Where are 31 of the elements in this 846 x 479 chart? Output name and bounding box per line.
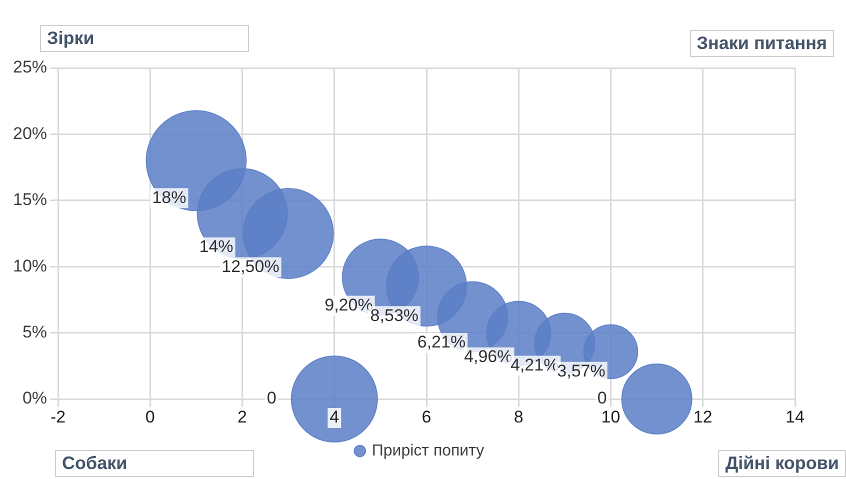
data-label: 4,21% <box>510 355 559 374</box>
y-tick-label: 10% <box>12 256 48 276</box>
text: Собаки <box>55 450 254 477</box>
data-label: 3,57% <box>557 362 606 381</box>
data-label: 14% <box>199 237 234 256</box>
x-tick-label: 4 <box>330 408 340 427</box>
text: Дійні корови <box>718 450 846 477</box>
x-tick-label: -2 <box>50 408 66 427</box>
y-tick-label: 15% <box>12 190 48 210</box>
x-tick-label: 2 <box>238 408 248 427</box>
data-label: 4,96% <box>464 347 512 366</box>
y-tick-label: 5% <box>22 322 48 342</box>
data-label: 9,20% <box>324 295 373 314</box>
data-label: 12,50% <box>222 256 280 276</box>
x-tick-label: 8 <box>514 408 524 427</box>
data-label: 18% <box>152 188 186 207</box>
text: Зірки <box>40 25 249 52</box>
x-tick-label: 6 <box>422 408 432 427</box>
y-tick-label: 20% <box>12 124 48 143</box>
legend-label: Приріст попиту <box>372 442 484 460</box>
y-tick-label: 25% <box>12 58 48 77</box>
x-tick-label: 14 <box>786 408 804 427</box>
y-tick-label: 0% <box>22 388 48 408</box>
x-tick-label: 0 <box>145 408 155 427</box>
data-label: 8,53% <box>370 306 419 325</box>
x-tick-label: 10 <box>601 408 620 427</box>
data-label: 6,21% <box>417 332 466 352</box>
x-tick-label: 12 <box>693 408 712 427</box>
text: Знаки питання <box>690 30 834 57</box>
data-label: 0 <box>266 388 276 408</box>
data-label: 0 <box>597 388 607 408</box>
